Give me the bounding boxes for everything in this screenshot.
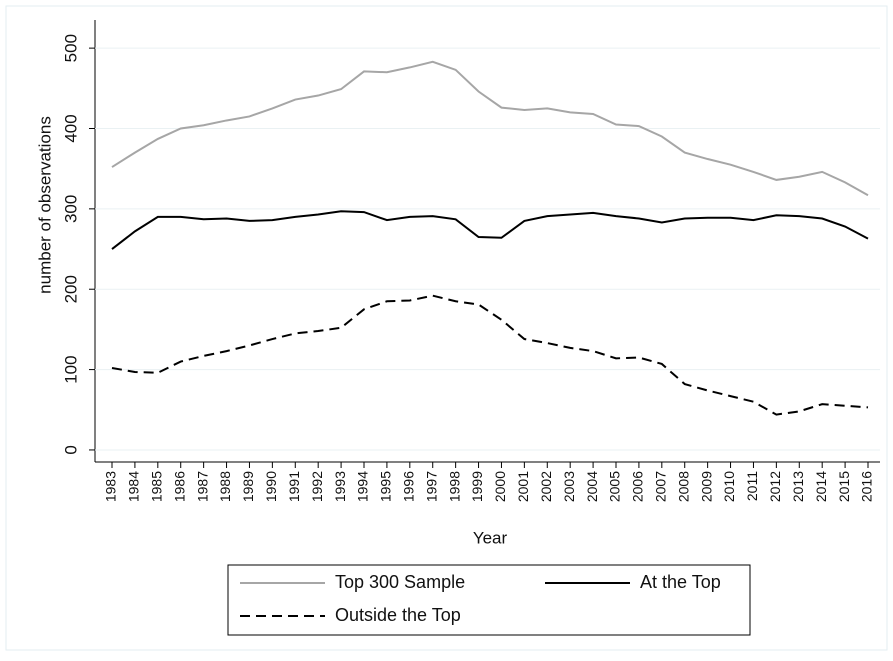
x-tick-label: 1991 [286, 471, 302, 502]
y-axis-title: number of observations [35, 116, 54, 294]
x-tick-label: 2012 [767, 471, 783, 502]
x-tick-label: 1986 [171, 471, 187, 502]
x-tick-label: 1990 [263, 471, 279, 502]
y-tick-label: 300 [61, 195, 80, 223]
x-tick-label: 2011 [744, 471, 760, 501]
legend-label: At the Top [640, 572, 721, 592]
x-tick-label: 2006 [630, 471, 646, 502]
x-tick-label: 1994 [355, 471, 371, 502]
x-tick-label: 1997 [423, 471, 439, 502]
x-tick-label: 1999 [469, 471, 485, 502]
data-line [111, 60, 869, 197]
x-tick-label: 2002 [538, 471, 554, 502]
x-tick-label: 2010 [721, 471, 737, 502]
x-tick-label: 1995 [378, 471, 394, 502]
x-tick-label: 1984 [126, 471, 142, 502]
x-tick-label: 1992 [309, 471, 325, 502]
x-tick-label: 1989 [240, 471, 256, 502]
x-tick-label: 2001 [515, 471, 531, 502]
x-tick-label: 1996 [401, 471, 417, 502]
x-tick-label: 2016 [859, 471, 875, 502]
y-tick-label: 400 [61, 114, 80, 142]
x-tick-label: 2007 [653, 471, 669, 502]
y-tick-label: 100 [61, 355, 80, 383]
y-tick-label: 200 [61, 275, 80, 303]
x-tick-label: 1983 [103, 471, 119, 502]
x-tick-label: 2008 [675, 471, 691, 502]
x-tick-label: 1988 [217, 471, 233, 502]
x-tick-label: 2015 [836, 471, 852, 502]
legend-label: Top 300 Sample [335, 572, 465, 592]
y-tick-label: 0 [61, 445, 80, 454]
x-tick-label: 1987 [194, 471, 210, 502]
x-tick-label: 2005 [607, 471, 623, 502]
data-line [111, 210, 869, 250]
legend-box [227, 564, 751, 636]
x-tick-label: 1985 [149, 471, 165, 502]
x-axis-title: Year [473, 528, 508, 547]
x-tick-label: 2014 [813, 471, 829, 502]
x-tick-label: 2013 [790, 471, 806, 502]
chart-frame [5, 5, 888, 651]
x-tick-label: 2009 [698, 471, 714, 502]
x-tick-label: 1993 [332, 471, 348, 502]
x-tick-label: 1998 [446, 471, 462, 502]
y-tick-label: 500 [61, 34, 80, 62]
x-tick-label: 2000 [492, 471, 508, 502]
legend-label: Outside the Top [335, 605, 461, 625]
x-tick-label: 2004 [584, 471, 600, 502]
x-tick-label: 2003 [561, 471, 577, 502]
data-line [111, 294, 869, 416]
